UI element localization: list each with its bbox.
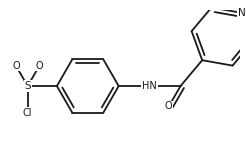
Text: O: O xyxy=(165,102,172,111)
Text: O: O xyxy=(36,61,43,71)
Text: Cl: Cl xyxy=(23,108,32,118)
Text: S: S xyxy=(24,81,31,91)
Text: HN: HN xyxy=(142,81,157,91)
Text: O: O xyxy=(12,61,20,71)
Text: N: N xyxy=(238,8,246,18)
